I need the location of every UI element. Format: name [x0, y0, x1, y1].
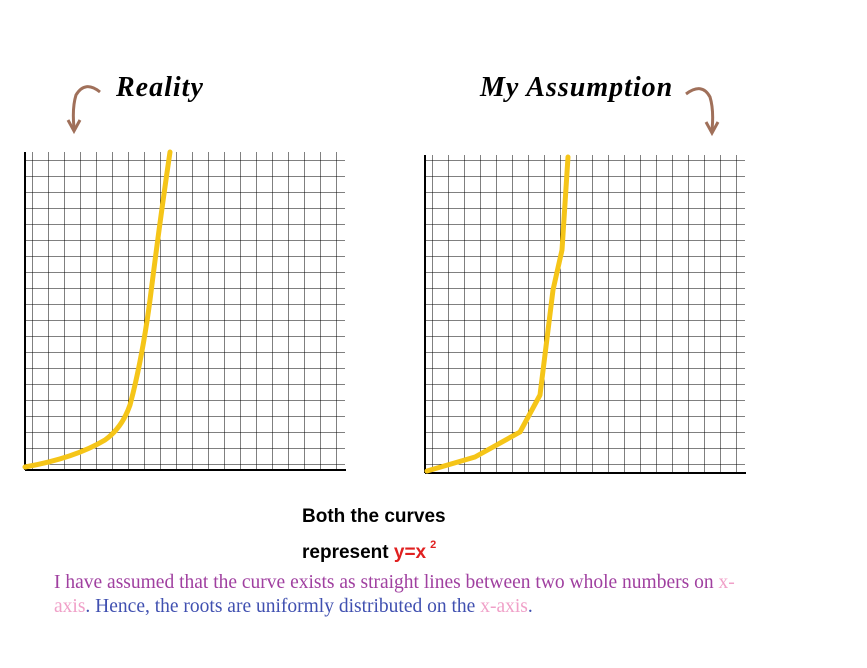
left-grid	[25, 152, 345, 470]
right-arrowhead	[704, 121, 720, 137]
note: I have assumed that the curve exists as …	[54, 571, 754, 619]
left-title: Reality	[116, 72, 204, 103]
caption-text: represent	[302, 542, 389, 563]
right-arrow	[685, 87, 715, 131]
equation-exponent: 2	[430, 539, 437, 551]
caption: Both the curves represent y=x 2	[302, 503, 446, 567]
note-text: .	[527, 596, 533, 617]
right-title: My Assumption	[480, 72, 674, 103]
left-arrowhead	[66, 119, 82, 135]
right-curve	[424, 154, 571, 474]
left-curve	[22, 149, 173, 470]
caption-line: represent y=x 2	[302, 531, 446, 567]
equation: y=x 2	[393, 539, 437, 563]
note-text: I have assumed that the curve exists as …	[54, 572, 714, 593]
caption-line: Both the curves	[302, 506, 446, 527]
note-highlight: x-axis	[480, 596, 528, 617]
note-text: . Hence, the roots are uniformly distrib…	[85, 596, 476, 617]
note-highlight: x-axis	[54, 572, 735, 617]
right-grid	[425, 155, 745, 473]
equation-base: y=x	[393, 542, 427, 563]
left-arrow	[71, 85, 101, 129]
